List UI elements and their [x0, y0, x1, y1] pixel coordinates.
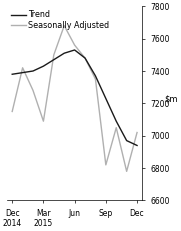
Trend — [42, 65, 45, 67]
Line: Trend: Trend — [12, 50, 137, 146]
Seasonally Adjusted — [84, 57, 86, 59]
Trend — [136, 144, 138, 147]
Seasonally Adjusted — [32, 89, 34, 92]
Seasonally Adjusted — [63, 24, 65, 27]
Seasonally Adjusted — [94, 78, 96, 80]
Seasonally Adjusted — [115, 126, 117, 129]
Seasonally Adjusted — [73, 44, 76, 46]
Seasonally Adjusted — [22, 66, 24, 69]
Trend — [32, 70, 34, 72]
Seasonally Adjusted — [105, 164, 107, 166]
Trend — [84, 57, 86, 59]
Seasonally Adjusted — [42, 120, 45, 123]
Trend — [126, 139, 128, 142]
Trend — [115, 120, 117, 123]
Line: Seasonally Adjusted: Seasonally Adjusted — [12, 26, 137, 171]
Y-axis label: $m: $m — [165, 94, 178, 103]
Seasonally Adjusted — [53, 53, 55, 56]
Trend — [22, 71, 24, 74]
Seasonally Adjusted — [126, 170, 128, 173]
Trend — [94, 74, 96, 77]
Seasonally Adjusted — [11, 110, 13, 113]
Seasonally Adjusted — [136, 131, 138, 134]
Trend — [105, 97, 107, 100]
Trend — [73, 49, 76, 51]
Trend — [53, 58, 55, 61]
Legend: Trend, Seasonally Adjusted: Trend, Seasonally Adjusted — [11, 10, 109, 30]
Trend — [11, 73, 13, 76]
Trend — [63, 52, 65, 55]
